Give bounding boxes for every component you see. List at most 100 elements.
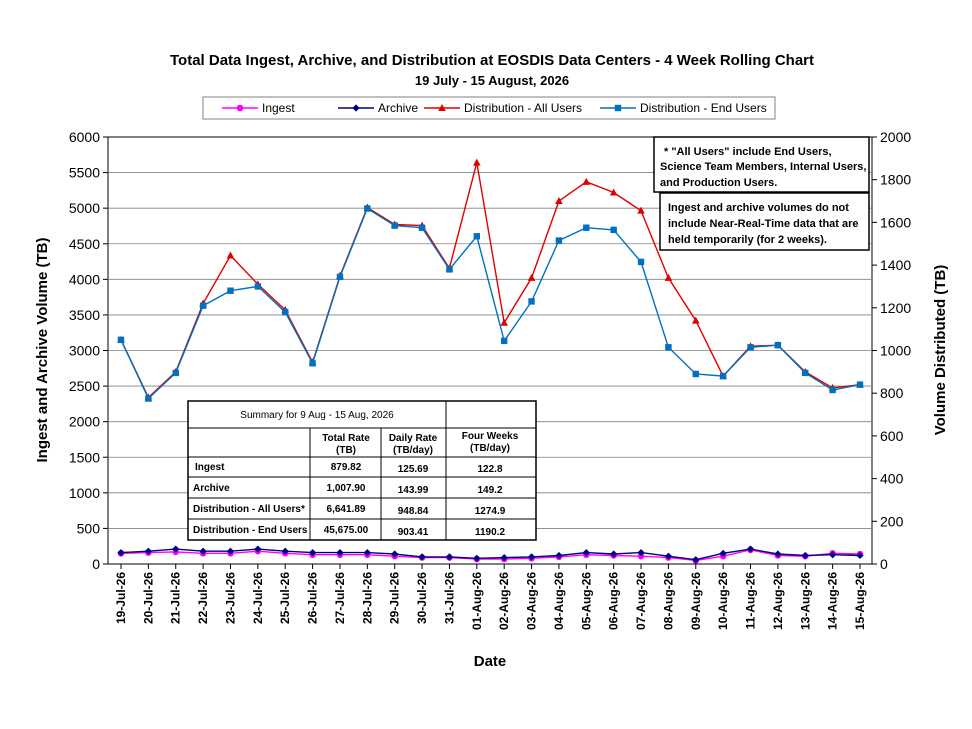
legend: Ingest Archive Distribution - All Users Dis… [202, 96, 776, 120]
chart-subtitle: 19 July - 15 August, 2026 [415, 73, 569, 88]
data-point-distribution-all-users [527, 273, 536, 281]
data-point-distribution-end-users [637, 258, 645, 266]
summary-title: Summary for 9 Aug - 15 Aug, 2026 [240, 410, 394, 421]
summary-cell: 948.84 [398, 506, 429, 517]
summary-col2-h1: Daily Rate [389, 433, 438, 444]
data-point-archive [664, 552, 673, 560]
summary-col2-h2: (TB/day) [393, 445, 433, 456]
summary-cell: 6,641.89 [327, 504, 366, 515]
y-axis-left-label: Ingest and Archive Volume (TB) [34, 237, 51, 462]
summary-cell: 149.2 [477, 485, 502, 496]
data-point-distribution-all-users [226, 251, 235, 259]
x-tick-label: 12-Aug-26 [771, 572, 785, 630]
data-point-distribution-end-users [665, 344, 672, 351]
legend-marker [614, 104, 622, 112]
x-tick-label: 23-Jul-26 [223, 572, 237, 624]
summary-cell: 1274.9 [475, 506, 506, 517]
x-tick-label: 03-Aug-26 [525, 572, 539, 630]
data-point-archive [801, 551, 809, 560]
summary-col3-h2: (TB/day) [470, 443, 510, 454]
x-tick-label: 26-Jul-26 [306, 572, 320, 624]
y-left-tick-label: 4500 [69, 236, 100, 252]
y-left-tick-label: 4000 [69, 271, 100, 287]
legend-marker [352, 104, 360, 112]
x-tick-label: 25-Jul-26 [278, 572, 292, 624]
data-point-distribution-end-users [719, 372, 727, 380]
data-point-archive [856, 551, 864, 560]
data-point-distribution-end-users [309, 360, 316, 367]
x-tick-label: 10-Aug-26 [716, 572, 730, 630]
summary-cell: 143.99 [398, 485, 429, 496]
data-point-distribution-end-users [829, 386, 836, 394]
x-tick-label: 04-Aug-26 [552, 572, 566, 630]
data-point-distribution-end-users [555, 237, 563, 244]
data-point-archive [692, 556, 700, 564]
x-axis: 19-Jul-26 20-Jul-26 21-Jul-26 22-Jul-26 23-J… [114, 564, 867, 630]
data-point-archive [363, 549, 371, 557]
data-point-archive [199, 547, 207, 555]
summary-cell: 1190.2 [475, 527, 505, 538]
series-distribution-end-users [117, 205, 864, 402]
data-point-distribution-end-users [145, 395, 152, 402]
data-point-archive [829, 551, 837, 559]
x-tick-label: 14-Aug-26 [826, 572, 840, 630]
data-point-archive [308, 549, 317, 557]
x-tick-label: 20-Jul-26 [141, 572, 155, 624]
series-line-distribution-end-users [120, 207, 861, 400]
x-tick-label: 02-Aug-26 [497, 572, 511, 630]
data-point-distribution-end-users [172, 369, 179, 377]
summary-cell: 125.69 [398, 464, 429, 475]
y-left-tick-label: 5000 [69, 200, 100, 216]
x-tick-label: 01-Aug-26 [470, 572, 484, 630]
data-point-distribution-end-users [610, 226, 617, 234]
data-point-archive [418, 553, 426, 561]
data-point-archive [582, 549, 590, 557]
data-point-distribution-end-users [336, 273, 344, 281]
y-right-tick-label: 400 [880, 471, 904, 487]
y-left-tick-label: 1000 [69, 485, 100, 501]
legend-label: Archive [378, 101, 418, 115]
x-tick-label: 22-Jul-26 [196, 572, 210, 624]
data-point-archive [555, 551, 563, 560]
data-point-archive [500, 553, 508, 562]
legend-box [202, 96, 776, 120]
y-right-tick-label: 2000 [880, 129, 911, 145]
y-right-tick-label: 1000 [880, 343, 911, 359]
x-axis-label: Date [474, 653, 507, 670]
y-right-tick-label: 0 [880, 556, 888, 572]
data-point-distribution-end-users [856, 381, 864, 388]
data-point-archive [445, 553, 454, 561]
note1-line3: and Production Users. [660, 177, 777, 189]
data-point-archive [226, 547, 235, 555]
summary-row-label: Distribution - End Users [193, 525, 308, 536]
x-tick-label: 19-Jul-26 [114, 572, 128, 624]
legend-label: Distribution - All Users [464, 101, 582, 115]
note1-line2: Science Team Members, Internal Users, [660, 161, 866, 173]
data-point-distribution-all-users [637, 206, 645, 214]
legend-marker [438, 104, 446, 111]
data-point-archive [117, 549, 125, 557]
y-right-tick-label: 800 [880, 385, 904, 401]
y-axis-right-label: Volume Distributed (TB) [932, 265, 949, 436]
chart-title: Total Data Ingest, Archive, and Distribu… [170, 52, 814, 69]
x-tick-label: 28-Jul-26 [360, 572, 374, 624]
data-point-distribution-all-users [555, 197, 563, 205]
legend-item-distribution-all-users: Distribution - All Users [424, 101, 582, 115]
y-left-tick-label: 3000 [69, 343, 100, 359]
data-point-archive [637, 549, 645, 557]
summary-cell: 122.8 [477, 464, 502, 475]
data-point-archive [172, 545, 180, 553]
note-all-users: * "All Users" include End Users, Science… [653, 136, 870, 193]
y-left-tick-label: 3500 [69, 307, 100, 323]
note2-line1: Ingest and archive volumes do not [668, 202, 849, 214]
data-point-archive [254, 545, 262, 553]
summary-row-label: Ingest [195, 462, 225, 473]
series-archive [117, 545, 864, 564]
data-point-distribution-all-users [609, 188, 618, 196]
data-point-archive [719, 549, 727, 557]
y-axis-right: 0 200 400 600 800 1000 1200 1400 1600 1800 2000 [872, 129, 911, 572]
y-left-tick-label: 0 [92, 556, 100, 572]
legend-item-distribution-end-users: Distribution - End Users [600, 101, 767, 115]
x-tick-label: 08-Aug-26 [661, 572, 675, 630]
y-left-tick-label: 2000 [69, 414, 100, 430]
